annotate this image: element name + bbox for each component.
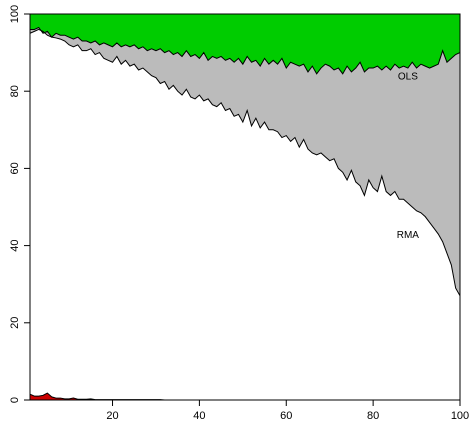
y-tick-label: 100 <box>9 5 21 23</box>
band-0 <box>30 393 460 400</box>
x-tick-label: 60 <box>280 410 292 422</box>
x-tick-label: 40 <box>193 410 205 422</box>
band-3 <box>30 14 460 74</box>
boundary-line-2 <box>30 26 461 75</box>
y-tick-label: 20 <box>9 317 21 329</box>
annotation-rma: RMA <box>397 230 420 241</box>
band-1 <box>30 29 460 400</box>
x-tick-label: 100 <box>451 410 469 422</box>
plot-frame <box>29 13 461 401</box>
band-2 <box>30 27 460 296</box>
y-tick-label: 40 <box>9 239 21 251</box>
boundary-line-1 <box>29 28 461 297</box>
y-tick-label: 0 <box>9 397 21 403</box>
y-tick-label: 60 <box>9 162 21 174</box>
y-tick-label: 80 <box>9 85 21 97</box>
annotations-layer: OLS RMA <box>397 72 420 241</box>
y-axis: 0 20 40 60 80 100 <box>9 5 30 403</box>
bands-layer <box>30 14 460 400</box>
x-tick-label: 20 <box>106 410 118 422</box>
annotation-ols: OLS <box>398 72 418 83</box>
x-axis: 20 40 60 80 100 <box>106 400 469 422</box>
x-tick-label: 80 <box>367 410 379 422</box>
